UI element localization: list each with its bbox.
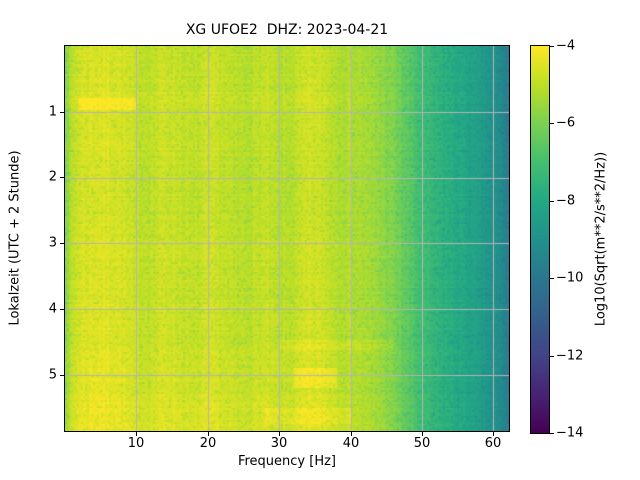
colorbar-tick-label: −6 bbox=[556, 115, 576, 131]
x-tick-label: 20 bbox=[199, 436, 217, 451]
y-tick-label: 4 bbox=[48, 301, 57, 317]
plot-title: XG UFOE2 DHZ: 2023-04-21 bbox=[185, 22, 389, 38]
x-tick-label: 30 bbox=[270, 436, 288, 451]
y-tick-mark bbox=[60, 177, 64, 178]
y-tick-label: 1 bbox=[48, 104, 57, 120]
x-tick-mark bbox=[279, 432, 280, 436]
y-tick-label: 2 bbox=[48, 169, 57, 185]
colorbar bbox=[530, 45, 550, 434]
x-tick-mark bbox=[208, 432, 209, 436]
plot-area bbox=[64, 45, 510, 432]
colorbar-label: Log10(Sqrt(m**2/s**2/Hz)) bbox=[593, 151, 609, 327]
colorbar-tick-label: −14 bbox=[556, 425, 584, 441]
colorbar-tick-mark bbox=[550, 201, 554, 202]
y-tick-mark bbox=[60, 112, 64, 113]
colorbar-tick-mark bbox=[550, 356, 554, 357]
colorbar-tick-label: −10 bbox=[556, 270, 584, 286]
colorbar-tick-mark bbox=[550, 123, 554, 124]
y-tick-label: 5 bbox=[48, 367, 57, 383]
x-tick-label: 10 bbox=[127, 436, 145, 451]
x-tick-mark bbox=[493, 432, 494, 436]
y-tick-label: 3 bbox=[48, 235, 57, 251]
x-tick-label: 50 bbox=[413, 436, 431, 451]
colorbar-tick-mark bbox=[550, 46, 554, 47]
x-tick-mark bbox=[136, 432, 137, 436]
x-tick-mark bbox=[351, 432, 352, 436]
y-tick-mark bbox=[60, 243, 64, 244]
y-tick-mark bbox=[60, 375, 64, 376]
colorbar-tick-label: −8 bbox=[556, 193, 576, 209]
x-tick-label: 60 bbox=[484, 436, 502, 451]
colorbar-tick-mark bbox=[550, 433, 554, 434]
x-tick-label: 40 bbox=[342, 436, 360, 451]
colorbar-tick-label: −12 bbox=[556, 348, 584, 364]
colorbar-tick-label: −4 bbox=[556, 38, 576, 54]
colorbar-canvas bbox=[531, 46, 549, 433]
x-axis-label: Frequency [Hz] bbox=[237, 454, 337, 469]
spectrogram-canvas bbox=[65, 46, 509, 431]
y-tick-mark bbox=[60, 309, 64, 310]
x-tick-mark bbox=[422, 432, 423, 436]
colorbar-tick-mark bbox=[550, 278, 554, 279]
